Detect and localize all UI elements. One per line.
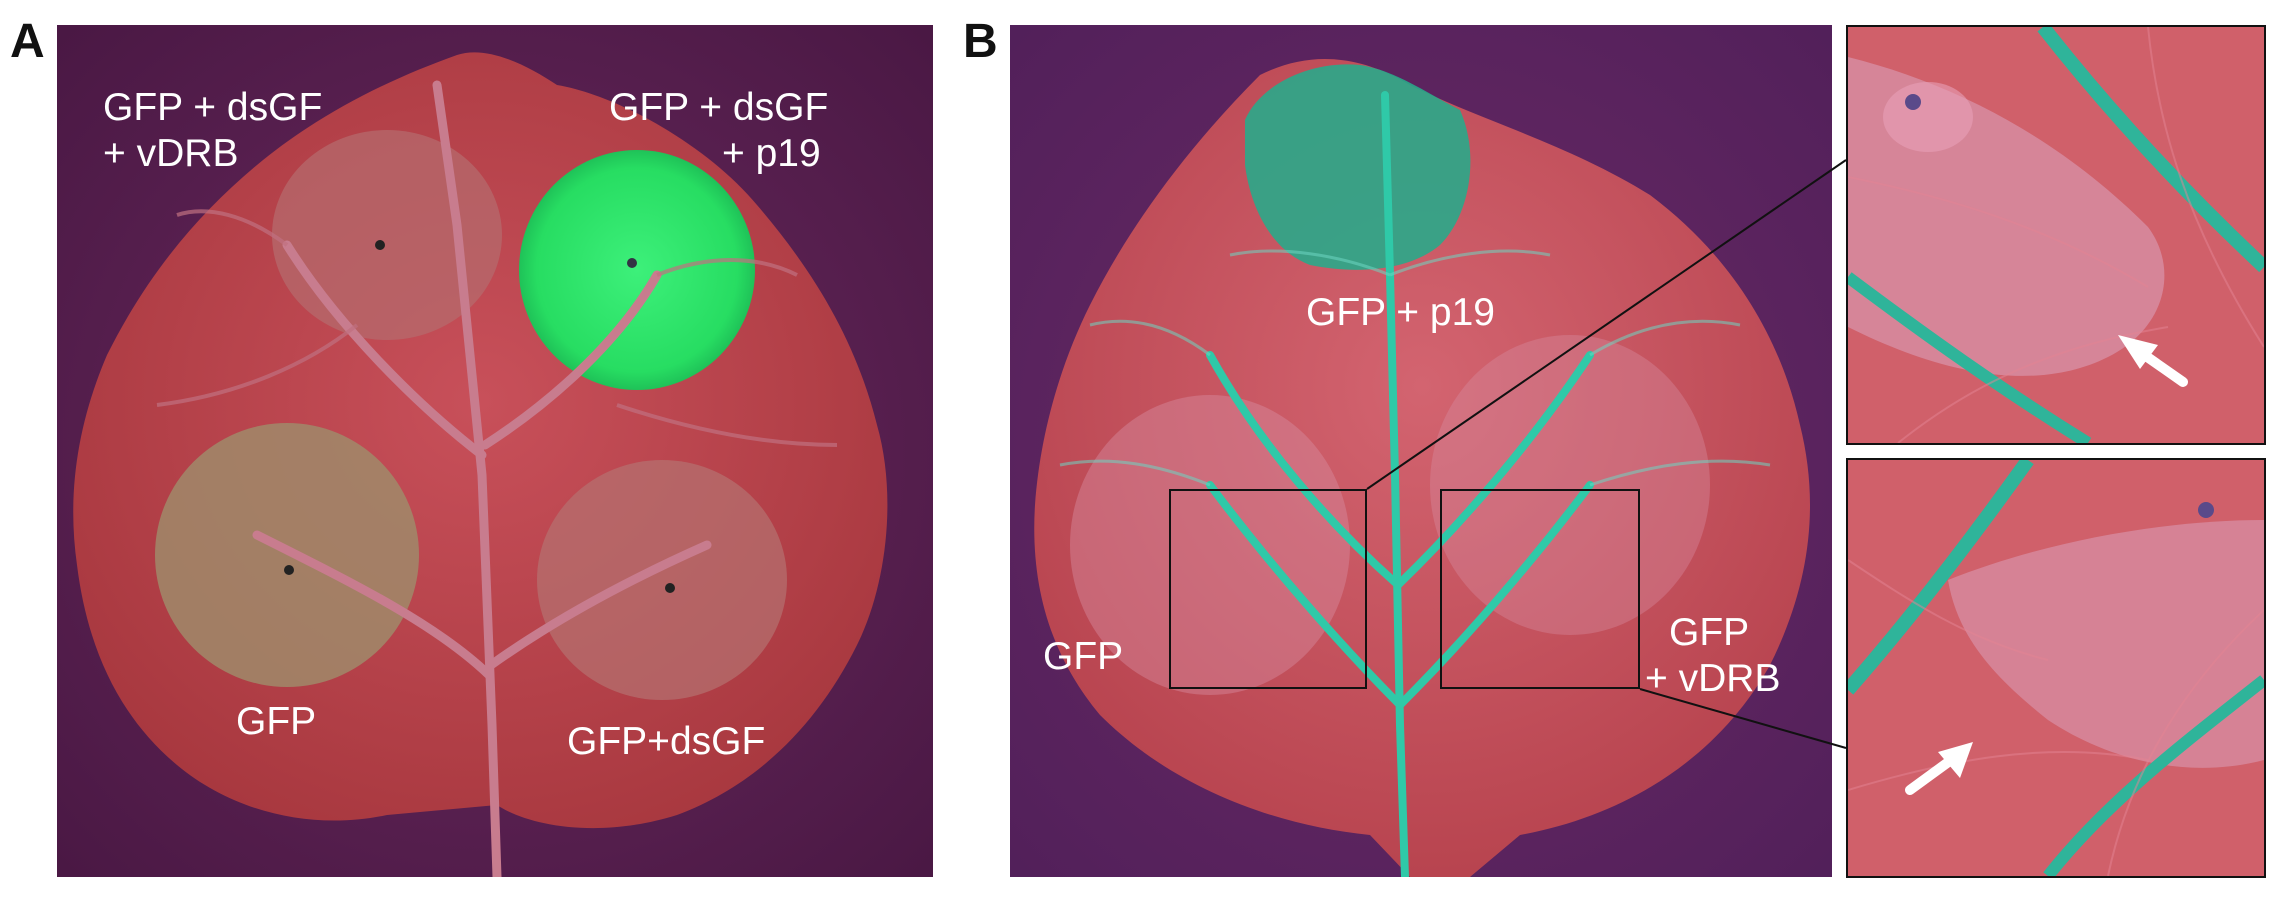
label-gfp-dsgf-vdrb-line1: GFP + dsGF <box>103 86 323 129</box>
label-gfp-b: GFP <box>1043 635 1124 678</box>
white-arrow-icon <box>2118 335 2188 387</box>
inset-top <box>1846 25 2266 445</box>
spot-gfp-dsgf-p19 <box>519 150 755 390</box>
panel-letter-a: A <box>10 15 45 68</box>
label-gfp-p19: GFP + p19 <box>1306 291 1495 334</box>
spot-gfp-dsgf <box>537 460 787 700</box>
label-gfp-a: GFP <box>236 700 317 743</box>
spot-gfp-dsgf-vdrb <box>272 130 502 340</box>
label-gfp-dsgf: GFP+dsGF <box>567 720 766 763</box>
puncture-mark <box>627 258 637 268</box>
leaf-photo-a <box>57 25 933 877</box>
inset-top-image <box>1848 27 2264 443</box>
label-gfp-dsgf-p19-line2: + p19 <box>722 132 821 175</box>
white-arrow-icon <box>1905 742 1973 795</box>
panel-letter-b: B <box>963 15 998 68</box>
puncture-mark <box>375 240 385 250</box>
puncture-mark <box>284 565 294 575</box>
label-gfp-vdrb-line2: + vDRB <box>1645 657 1781 700</box>
label-gfp-dsgf-p19-line1: GFP + dsGF <box>609 86 829 129</box>
leaf-photo-b <box>1010 25 1832 877</box>
spot-gfp-b <box>1070 395 1350 695</box>
puncture-mark <box>665 583 675 593</box>
inset-bottom <box>1846 458 2266 878</box>
callout-box-left <box>1169 489 1367 689</box>
label-gfp-vdrb-line1: GFP <box>1669 611 1750 654</box>
inset-bottom-image <box>1848 460 2264 876</box>
leaf-photo-b-image <box>1010 25 1832 877</box>
leaf-photo-a-image <box>57 25 933 877</box>
callout-box-right <box>1440 489 1640 689</box>
label-gfp-dsgf-vdrb-line2: + vDRB <box>103 132 239 175</box>
leaf-minor-veins-a <box>156 209 838 447</box>
leaf-veins-a <box>252 80 712 877</box>
